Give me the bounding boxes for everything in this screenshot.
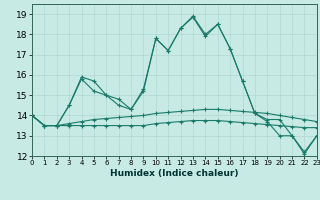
X-axis label: Humidex (Indice chaleur): Humidex (Indice chaleur) [110,169,239,178]
